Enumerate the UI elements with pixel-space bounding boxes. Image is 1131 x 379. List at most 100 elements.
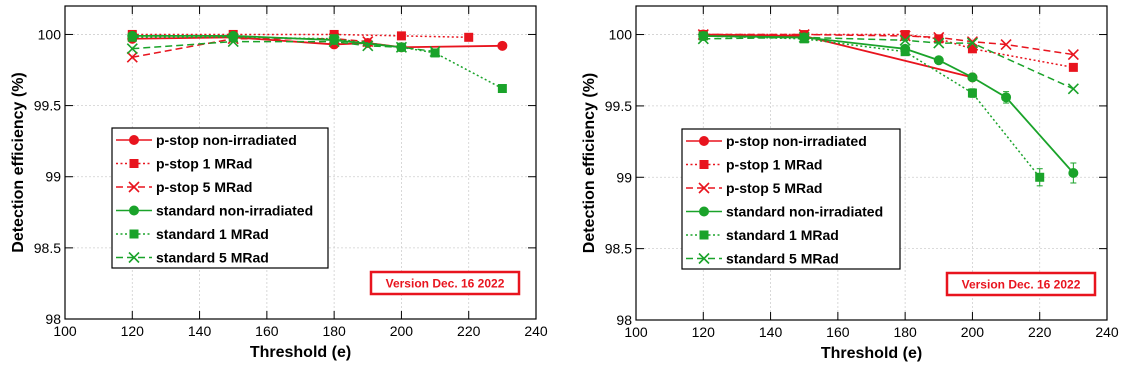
legend-marker	[699, 230, 709, 240]
y-tick-label: 98.5	[34, 240, 61, 256]
y-axis-title: Detection efficiency (%)	[10, 72, 27, 252]
legend-label: standard 1 MRad	[156, 226, 269, 242]
x-tick-label: 220	[1028, 324, 1052, 340]
legend-marker	[129, 229, 139, 239]
x-tick-label: 140	[188, 323, 212, 339]
series-line	[703, 33, 1074, 69]
data-point	[429, 45, 441, 58]
legend-marker	[699, 136, 709, 146]
legend-box	[681, 128, 901, 270]
legend: p-stop non-irradiated p-stop 1 MRad p-stop…	[681, 128, 901, 270]
plot-frame	[64, 5, 537, 320]
series-standard-5-mrad	[697, 31, 1079, 95]
y-tick-label: 99	[45, 169, 61, 185]
legend-label: p-stop 1 MRad	[726, 157, 822, 173]
legend: p-stop non-irradiated p-stop 1 MRad p-stop…	[111, 127, 329, 269]
legend-label: p-stop 5 MRad	[726, 180, 822, 196]
version-badge	[369, 270, 521, 296]
legend-label: p-stop non-irradiated	[726, 133, 867, 149]
legend-marker	[698, 252, 710, 265]
x-tick-label: 240	[524, 323, 548, 339]
series-line	[132, 37, 368, 58]
data-point	[126, 51, 138, 63]
x-tick-label: 200	[390, 323, 414, 339]
data-point	[1067, 83, 1079, 95]
y-tick-label: 99.5	[34, 98, 61, 114]
x-tick-label: 100	[53, 323, 77, 339]
data-point	[329, 34, 339, 44]
data-point	[900, 47, 910, 57]
plot-frame	[635, 5, 1108, 321]
legend-marker	[128, 181, 140, 193]
series-line	[132, 36, 503, 90]
legend-marker	[129, 159, 139, 168]
legend-label: standard 1 MRad	[726, 227, 839, 243]
x-tick-label: 160	[255, 323, 279, 339]
legend-marker	[699, 160, 709, 169]
legend-label: standard 5 MRad	[156, 250, 269, 266]
series-standard-1-mrad	[127, 32, 507, 94]
version-badge	[945, 271, 1097, 297]
legend-marker	[699, 206, 709, 217]
data-point	[1068, 62, 1078, 72]
legend-label: p-stop non-irradiated	[156, 132, 297, 148]
y-tick-label: 100	[609, 27, 633, 43]
data-point	[900, 30, 910, 40]
data-point	[464, 32, 474, 42]
data-point	[328, 36, 340, 48]
legend-marker	[129, 135, 139, 145]
x-axis-title: Threshold (e)	[250, 344, 351, 361]
data-point	[1000, 38, 1012, 51]
chart-panel-left: 100 120 140 160 180 200 220 240 98 98.5 99 99.5 100 p…	[10, 5, 548, 361]
data-point	[967, 88, 977, 98]
data-point	[497, 84, 507, 94]
y-axis-title: Detection efficiency (%)	[581, 73, 598, 253]
data-point	[934, 34, 944, 44]
y-tick-label: 99	[616, 169, 632, 185]
y-tick-label: 100	[38, 26, 62, 42]
data-point	[933, 55, 944, 66]
chart-panel-right: 100 120 140 160 180 200 220 240 98 98.5 99 99.5 100 p…	[581, 5, 1119, 362]
data-point	[899, 34, 911, 46]
version-label: Version Dec. 16 2022	[962, 278, 1081, 292]
y-tick-label: 98	[616, 312, 632, 328]
legend-marker	[128, 251, 140, 264]
x-tick-label: 160	[826, 324, 850, 340]
data-point	[1068, 167, 1079, 178]
data-point	[899, 30, 911, 42]
series-line	[703, 36, 1074, 90]
data-point	[396, 31, 406, 41]
series-line	[132, 40, 436, 53]
data-point	[698, 31, 708, 41]
data-point	[227, 36, 239, 48]
legend-marker	[129, 205, 139, 216]
x-tick-label: 100	[624, 324, 648, 340]
series-line	[132, 36, 503, 49]
data-point	[497, 40, 508, 51]
data-point	[697, 33, 709, 45]
data-point	[966, 37, 978, 49]
data-point	[966, 36, 978, 48]
data-point	[1067, 48, 1079, 61]
legend-label: p-stop 5 MRad	[156, 179, 252, 195]
legend-marker	[698, 182, 710, 194]
data-point	[1035, 172, 1045, 182]
data-point	[798, 31, 810, 43]
series-standard-5-mrad	[126, 36, 441, 58]
legend-label: standard non-irradiated	[726, 204, 883, 220]
y-tick-label: 98.5	[605, 241, 632, 257]
data-point	[362, 40, 374, 52]
x-axis-title: Threshold (e)	[821, 345, 922, 362]
data-point	[127, 32, 137, 42]
data-point	[430, 48, 440, 58]
x-tick-label: 120	[121, 323, 145, 339]
x-tick-label: 140	[759, 324, 783, 340]
y-tick-label: 98	[45, 311, 61, 327]
data-point	[126, 43, 138, 55]
legend-label: p-stop 1 MRad	[156, 156, 252, 172]
x-tick-label: 120	[692, 324, 716, 340]
x-tick-label: 220	[457, 323, 481, 339]
y-tick-label: 99.5	[605, 98, 632, 114]
legend-label: standard 5 MRad	[726, 251, 839, 267]
x-tick-label: 180	[322, 323, 346, 339]
